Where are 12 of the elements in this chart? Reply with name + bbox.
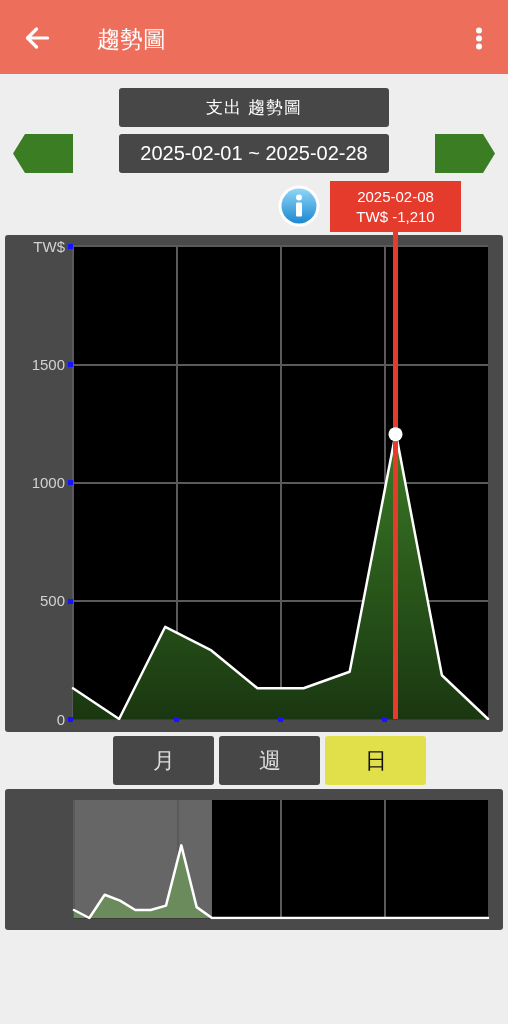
text: 週 bbox=[219, 736, 320, 785]
y-tick-label: TW$ bbox=[33, 237, 66, 255]
chart-title: 支出 趨勢圖 bbox=[119, 88, 389, 127]
text: 月 bbox=[113, 736, 214, 785]
chart-subtitle: 2025-02-01 ~ 2025-02-28 bbox=[119, 134, 389, 173]
y-tick-label: 0 bbox=[56, 710, 65, 728]
text: 日 bbox=[325, 736, 426, 785]
text: 趨勢圖 bbox=[97, 25, 166, 54]
y-tick-label: 1500 bbox=[31, 355, 65, 373]
text: 2025-02-08 TW$ -1,210 bbox=[356, 188, 435, 225]
y-tick-label: 500 bbox=[39, 592, 65, 610]
y-tick-label: 1000 bbox=[31, 474, 65, 491]
